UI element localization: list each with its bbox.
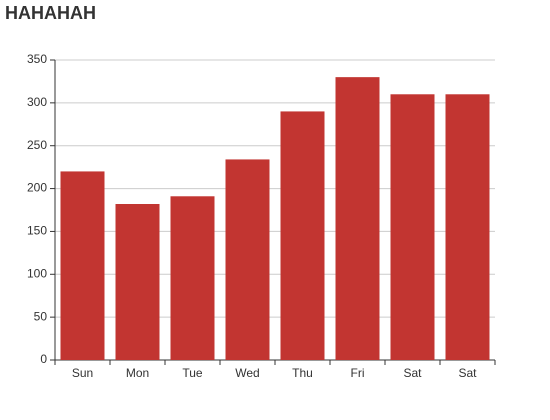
y-tick-label: 250: [27, 138, 47, 152]
bar: [335, 77, 380, 361]
x-tick-label: Wed: [235, 366, 259, 380]
bar: [280, 111, 325, 360]
y-tick-label: 50: [34, 309, 48, 323]
bar: [115, 204, 160, 360]
y-tick-label: 200: [27, 181, 47, 195]
y-tick-label: 150: [27, 224, 47, 238]
bar: [225, 159, 270, 360]
x-tick-label: Sat: [458, 366, 477, 380]
y-tick-label: 350: [27, 52, 47, 66]
chart-title: HAHAHAH: [5, 3, 96, 23]
x-tick-label: Thu: [292, 366, 313, 380]
bar: [390, 94, 435, 361]
y-tick-label: 300: [27, 95, 47, 109]
x-tick-label: Sat: [403, 366, 422, 380]
x-tick-label: Mon: [126, 366, 149, 380]
bar: [170, 196, 215, 360]
bar: [445, 94, 490, 361]
bar: [60, 171, 105, 360]
y-tick-label: 0: [40, 352, 47, 366]
y-tick-label: 100: [27, 266, 47, 280]
x-tick-label: Sun: [72, 366, 93, 380]
x-tick-label: Tue: [182, 366, 203, 380]
x-tick-label: Fri: [351, 366, 365, 380]
